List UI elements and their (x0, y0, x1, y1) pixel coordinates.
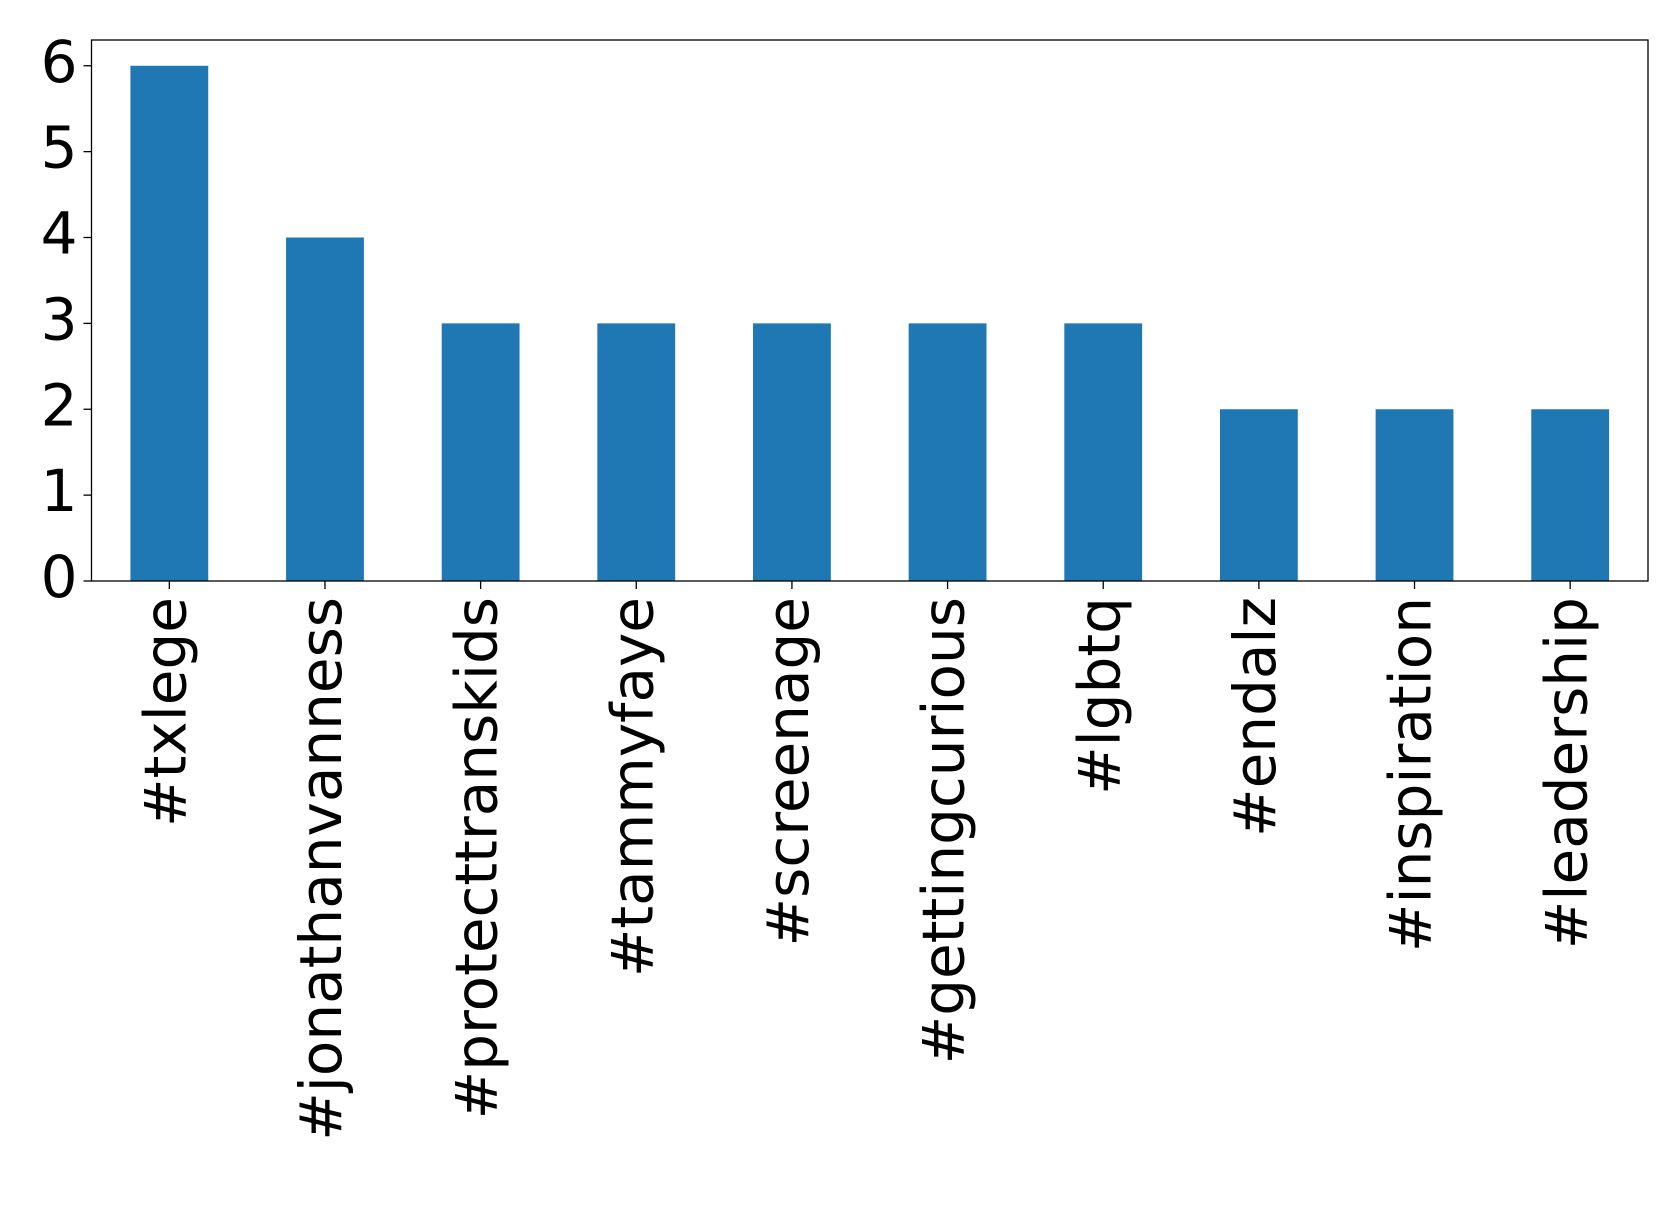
bar (1531, 409, 1610, 581)
x-tick-label: #txlege (131, 597, 199, 827)
x-tick-label: #endalz (1221, 597, 1289, 837)
x-tick-label: #tammyfaye (598, 597, 666, 977)
bar (908, 323, 987, 581)
y-tick-label: 6 (41, 28, 78, 96)
x-tick-label: #jonathanvanness (287, 597, 355, 1141)
x-tick-label: #protecttranskids (443, 597, 511, 1119)
bar (1219, 409, 1298, 581)
y-tick-label: 3 (41, 285, 78, 353)
plot-frame (90, 39, 1649, 582)
x-tick-label: #screenage (754, 597, 822, 946)
y-tick-label: 2 (41, 371, 78, 439)
bar (286, 237, 364, 581)
y-tick-label: 1 (41, 457, 78, 525)
x-tick-label: #leadership (1532, 597, 1600, 949)
bar (130, 65, 209, 581)
bar (753, 323, 831, 581)
bar (1375, 409, 1454, 581)
x-tick-label: #inspiration (1377, 597, 1445, 952)
x-tick-label: #lgbtq (1065, 597, 1133, 795)
y-tick-label: 4 (41, 200, 78, 268)
y-tick-label: 0 (41, 543, 78, 611)
x-tick-label: #gettingcurious (910, 597, 978, 1064)
bar (1064, 323, 1143, 581)
bar (441, 323, 520, 581)
y-tick-label: 5 (41, 114, 78, 182)
bar (597, 323, 676, 581)
